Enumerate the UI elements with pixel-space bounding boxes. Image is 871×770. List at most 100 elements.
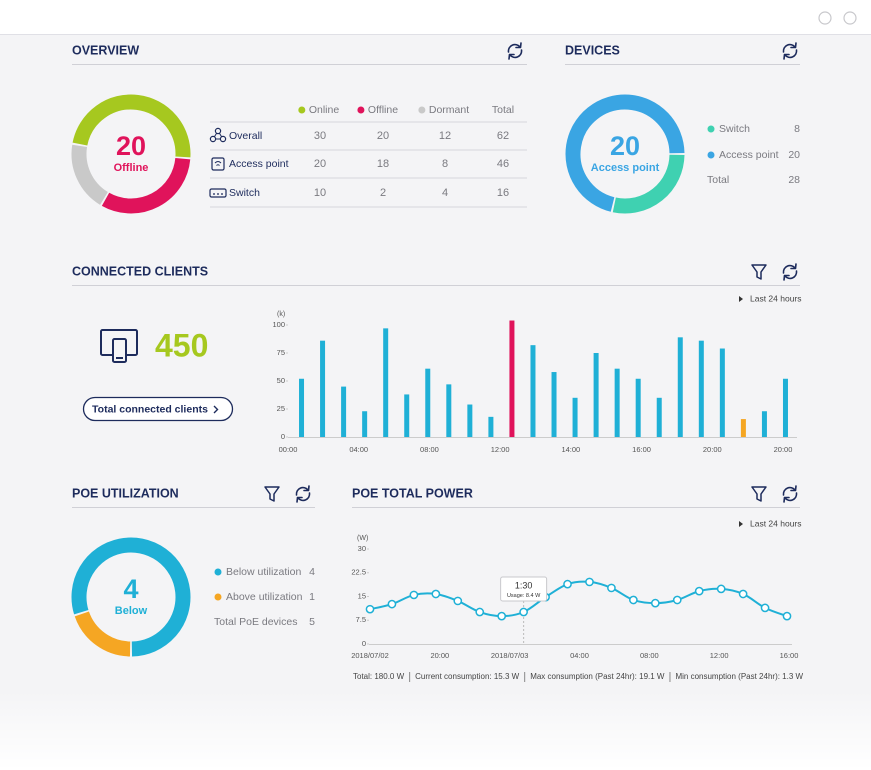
bar	[404, 394, 410, 437]
bar	[299, 378, 305, 437]
power-point	[585, 577, 594, 587]
refresh-button[interactable]	[295, 485, 311, 503]
bar	[551, 372, 557, 437]
center-value: 20	[610, 131, 640, 161]
table-value: 46	[497, 158, 509, 170]
row-icon	[214, 161, 222, 166]
refresh-button[interactable]	[782, 42, 798, 60]
power-point	[760, 603, 770, 613]
power-point	[365, 604, 375, 614]
bar	[761, 411, 767, 437]
y-tick-label: 0	[362, 639, 366, 648]
bar	[383, 328, 389, 437]
bar	[446, 384, 452, 437]
window-button[interactable]	[818, 11, 832, 25]
table-header: Total	[492, 104, 514, 116]
bar	[719, 348, 725, 437]
legend-label: Below utilization	[226, 566, 301, 578]
row-label: Switch	[229, 187, 260, 199]
table-value: 20	[377, 130, 389, 142]
donut-segment	[565, 94, 685, 212]
y-tick-label: 30	[358, 544, 366, 553]
bar	[782, 378, 788, 437]
bar	[677, 337, 683, 437]
table-header: Online	[309, 104, 340, 116]
bar	[656, 397, 662, 437]
total-clients-button[interactable]	[82, 396, 234, 422]
legend-dot	[357, 106, 365, 114]
legend-label: Switch	[719, 123, 750, 135]
row-icon	[209, 188, 227, 198]
x-tick-label: 20:00	[430, 651, 449, 660]
legend-dot	[214, 568, 222, 576]
table-value: 10	[314, 187, 326, 199]
range-arrow[interactable]	[739, 521, 743, 527]
legend-label: Total PoE devices	[214, 616, 297, 628]
power-point	[607, 583, 616, 593]
bar	[614, 368, 620, 437]
filter-button[interactable]	[751, 264, 767, 280]
refresh-button[interactable]	[782, 263, 798, 281]
power-point	[650, 598, 660, 608]
range-arrow[interactable]	[739, 296, 743, 302]
x-tick-label: 16:00	[780, 651, 799, 660]
legend-dot	[418, 106, 426, 114]
refresh-button[interactable]	[782, 485, 798, 503]
x-tick-label: 2018/07/03	[491, 651, 529, 660]
footer-stat: Total: 180.0 W	[353, 672, 405, 681]
x-tick-label: 12:00	[710, 651, 729, 660]
table-value: 30	[314, 130, 326, 142]
bar	[593, 353, 599, 437]
x-tick-label: 08:00	[420, 445, 439, 454]
legend-value: 28	[788, 174, 800, 186]
power-point	[672, 595, 682, 605]
table-value: 20	[314, 158, 326, 170]
center-value: 20	[116, 131, 146, 161]
y-tick-label: 75	[277, 348, 285, 357]
table-header: Dormant	[429, 104, 469, 116]
devices-icon	[100, 329, 138, 363]
filter-button[interactable]	[264, 486, 280, 502]
x-tick-label: 16:00	[632, 445, 651, 454]
donut-segment	[72, 94, 191, 158]
donut-segment	[71, 144, 109, 205]
table-value: 12	[439, 130, 451, 142]
row-label: Overall	[229, 130, 262, 142]
button-label: Total connected clients	[92, 403, 208, 415]
bar	[425, 368, 431, 437]
window-bar	[0, 0, 871, 34]
table-value: 16	[497, 187, 509, 199]
section-title: DEVICES	[565, 43, 620, 57]
row-icon	[211, 157, 225, 171]
footer-stat: Max consumption (Past 24hr): 19.1 W	[530, 672, 665, 681]
x-tick-label: 08:00	[640, 651, 659, 660]
filter-button[interactable]	[751, 486, 767, 502]
window-button[interactable]	[843, 11, 857, 25]
bar	[572, 397, 578, 437]
range-label: Last 24 hours	[750, 518, 802, 528]
bar	[341, 386, 347, 437]
legend-value: 1	[309, 591, 315, 603]
x-tick-label: 04:00	[349, 445, 368, 454]
axis-unit: (k)	[277, 311, 285, 318]
center-label: Below	[115, 605, 148, 617]
x-tick-label: 14:00	[561, 445, 580, 454]
bar	[467, 404, 473, 437]
power-point	[409, 590, 419, 600]
legend-dot	[298, 106, 306, 114]
range-label: Last 24 hours	[750, 293, 802, 303]
table-value: 8	[442, 158, 448, 170]
power-point	[629, 595, 638, 605]
legend-value: 8	[794, 123, 800, 135]
x-tick-label: 20:00	[703, 445, 722, 454]
footer-stat: Current consumption: 15.3 W	[415, 672, 519, 681]
bar	[362, 411, 368, 437]
power-point	[738, 589, 748, 599]
refresh-button[interactable]	[507, 42, 523, 60]
legend-dot	[707, 151, 715, 159]
power-point	[387, 599, 397, 609]
bottom-fade	[0, 690, 871, 770]
tooltip	[500, 576, 548, 602]
bar	[698, 340, 704, 437]
bar	[530, 345, 536, 437]
